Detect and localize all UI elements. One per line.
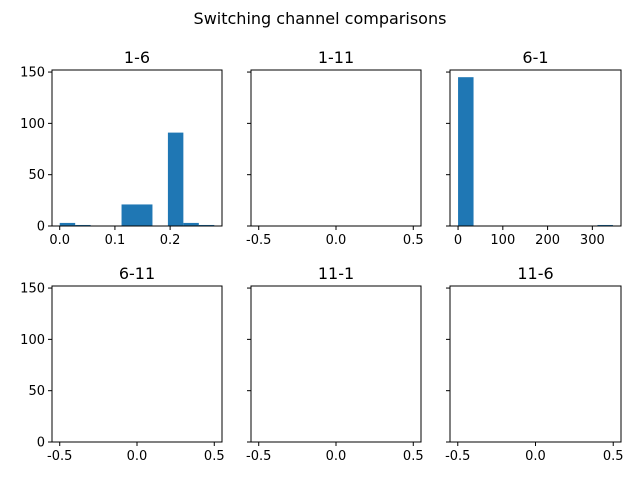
x-tick-label: -0.5 bbox=[47, 449, 72, 464]
subplot-2: 1-11 -0.5 0.0 0.5 bbox=[246, 48, 424, 248]
x-tick-label: 0.5 bbox=[204, 449, 225, 464]
x-tick-label: -0.5 bbox=[246, 449, 271, 464]
y-tick-label: 150 bbox=[20, 66, 45, 81]
x-tick-label: 0.0 bbox=[525, 449, 546, 464]
x-tick-label: 0.1 bbox=[105, 233, 126, 248]
subplot-5: 11-1 -0.5 0.0 0.5 bbox=[246, 264, 424, 464]
x-tick-label: 0 bbox=[454, 233, 462, 248]
histogram-bar bbox=[198, 224, 215, 226]
histogram-bar bbox=[75, 224, 91, 226]
axes-frame bbox=[51, 69, 223, 227]
histogram-bar bbox=[597, 224, 613, 226]
x-tick-label: 0.5 bbox=[603, 449, 624, 464]
y-tick-label: 0 bbox=[37, 436, 45, 451]
y-tick-label: 100 bbox=[20, 333, 45, 348]
subplot-title: 11-6 bbox=[517, 264, 553, 283]
y-tick-label: 50 bbox=[28, 168, 45, 183]
x-tick-label: -0.5 bbox=[445, 449, 470, 464]
x-tick-label: 0.2 bbox=[160, 233, 181, 248]
x-tick-label: 100 bbox=[490, 233, 515, 248]
x-tick-label: 300 bbox=[580, 233, 605, 248]
subplot-4: 6-11 -0.5 0.0 0.5 0 50 100 150 bbox=[20, 264, 224, 464]
subplot-title: 6-1 bbox=[522, 48, 548, 67]
axes-frame bbox=[449, 69, 622, 227]
y-tick-label: 50 bbox=[28, 384, 45, 399]
histogram-bar bbox=[167, 132, 184, 226]
histogram-bar bbox=[121, 204, 137, 226]
y-tick-label: 100 bbox=[20, 117, 45, 132]
x-tick-label: 0.5 bbox=[403, 449, 424, 464]
x-tick-label: -0.5 bbox=[246, 233, 271, 248]
x-tick-label: 0.5 bbox=[403, 233, 424, 248]
subplot-1: 1-6 0.0 0.1 0.2 0 50 100 150 bbox=[20, 48, 223, 248]
histogram-bar bbox=[458, 77, 474, 227]
histogram-bar bbox=[59, 222, 76, 226]
x-tick-label: 200 bbox=[535, 233, 560, 248]
y-tick-label: 0 bbox=[37, 220, 45, 235]
subplot-title: 1-11 bbox=[318, 48, 354, 67]
histogram-bar bbox=[137, 204, 153, 226]
subplot-3: 6-1 0 100 200 300 bbox=[446, 48, 622, 248]
x-tick-label: 0.0 bbox=[326, 233, 347, 248]
x-tick-label: 0.0 bbox=[326, 449, 347, 464]
subplot-title: 6-11 bbox=[119, 264, 155, 283]
subplot-title: 1-6 bbox=[124, 48, 150, 67]
x-tick-label: 0.0 bbox=[127, 449, 148, 464]
x-tick-label: 0.0 bbox=[49, 233, 70, 248]
subplot-title: 11-1 bbox=[318, 264, 354, 283]
y-tick-label: 150 bbox=[20, 282, 45, 297]
figure-title: Switching channel comparisons bbox=[194, 9, 447, 28]
histogram-bar bbox=[183, 222, 199, 226]
subplot-6: 11-6 -0.5 0.0 0.5 bbox=[445, 264, 623, 464]
